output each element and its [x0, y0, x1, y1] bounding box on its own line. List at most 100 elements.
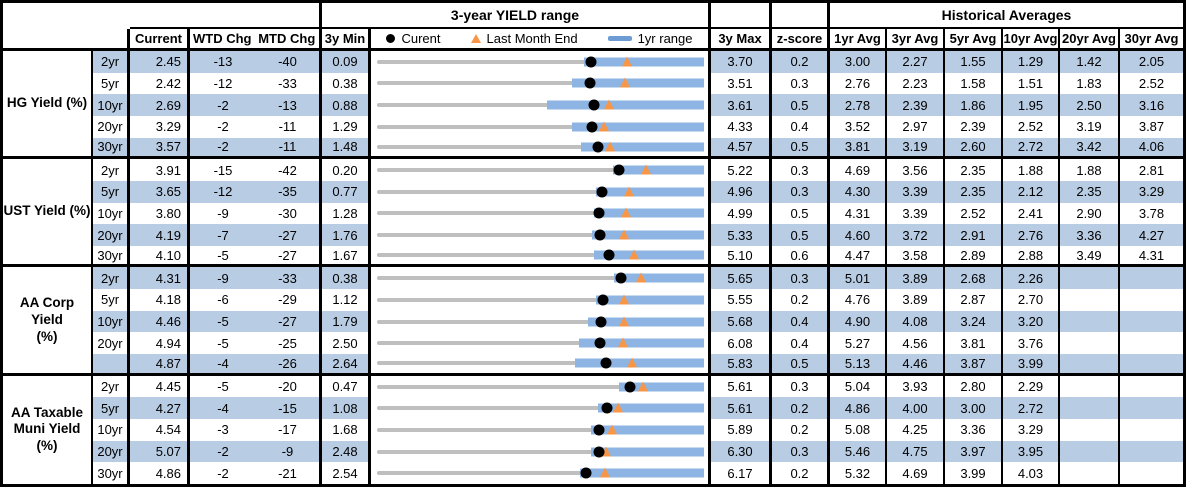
cell-avg-20yr-avg: 3.36: [1060, 224, 1120, 246]
cell-avg-1yr-avg: 3.00: [830, 51, 887, 73]
cell-avg-5yr-avg: 2.91: [945, 224, 1003, 246]
cell-wtd-chg: -5: [190, 310, 256, 333]
last-month-end-triangle-icon: [470, 34, 481, 43]
yield-range-chart: [371, 397, 711, 420]
cell-avg-3yr-avg: 2.23: [887, 72, 945, 95]
cell-avg-3yr-avg: 4.56: [887, 332, 945, 355]
cell-avg-20yr-avg: 2.35: [1060, 180, 1120, 203]
range-3y-line: [377, 59, 704, 64]
range-3y-line: [377, 427, 704, 432]
cell-z-score: 0.2: [772, 397, 830, 420]
current-marker: [580, 467, 592, 479]
cell-avg-20yr-avg: [1060, 354, 1120, 376]
cell-3y-max: 5.55: [711, 289, 772, 311]
cell-3y-max: 4.57: [711, 137, 772, 160]
cell-avg-20yr-avg: [1060, 289, 1120, 311]
last-month-end-marker: [624, 186, 635, 197]
range-1yr-bar: [572, 78, 704, 88]
header-wtd-mtd: WTD Chg MTD Chg: [190, 29, 322, 51]
cell-avg-3yr-avg: 4.08: [887, 310, 945, 333]
last-month-end-marker: [629, 249, 640, 260]
cell-avg-30yr-avg: 3.16: [1120, 94, 1183, 116]
cell-wtd-chg: -6: [190, 289, 256, 311]
cell-avg-5yr-avg: 3.97: [945, 440, 1003, 463]
cell-avg-5yr-avg: 2.80: [945, 375, 1003, 398]
cell-avg-5yr-avg: 1.86: [945, 94, 1003, 116]
cell-current: 4.87: [130, 354, 190, 376]
group-label: UST Yield (%): [3, 159, 93, 268]
cell-avg-10yr-avg: 1.51: [1003, 72, 1060, 95]
cell-avg-3yr-avg: 3.39: [887, 202, 945, 225]
cell-z-score: 0.3: [772, 440, 830, 463]
range-1yr-bar: [591, 425, 704, 435]
cell-avg-30yr-avg: [1120, 332, 1183, 355]
cell-avg-3yr-avg: 3.89: [887, 289, 945, 311]
cell-3y-max: 3.51: [711, 72, 772, 95]
cell-avg-5yr-avg: 3.00: [945, 397, 1003, 420]
cell-wtd-chg: -2: [190, 115, 256, 138]
cell-z-score: 0.5: [772, 224, 830, 246]
cell-avg-10yr-avg: 2.26: [1003, 267, 1060, 290]
last-month-end-marker: [607, 424, 618, 435]
cell-3y-min: 0.77: [322, 180, 371, 203]
legend-1yr-range-label: 1yr range: [637, 31, 693, 46]
cell-3y-min: 0.88: [322, 94, 371, 116]
cell-wtd-chg: -9: [190, 267, 256, 290]
yield-range-chart: [371, 72, 711, 95]
cell-3y-max: 5.61: [711, 397, 772, 420]
cell-avg-20yr-avg: 1.42: [1060, 51, 1120, 73]
cell-wtd-chg: -5: [190, 245, 256, 268]
range-1yr-bar: [574, 358, 704, 368]
header-3y-max: 3y Max: [711, 29, 772, 51]
cell-avg-10yr-avg: 2.76: [1003, 224, 1060, 246]
range-1yr-bar: [595, 187, 704, 197]
cell-z-score: 0.6: [772, 245, 830, 268]
cell-avg-3yr-avg: 2.97: [887, 115, 945, 138]
range-1yr-bar: [579, 468, 704, 478]
cell-avg-5yr-avg: 1.58: [945, 72, 1003, 95]
cell-avg-5yr-avg: 2.68: [945, 267, 1003, 290]
cell-current: 4.54: [130, 419, 190, 441]
historical-averages-title: Historical Averages: [830, 3, 1183, 29]
range-1yr-bar: [594, 250, 704, 260]
cell-avg-3yr-avg: 4.00: [887, 397, 945, 420]
cell-3y-min: 2.54: [322, 462, 371, 484]
range-3y-line: [377, 361, 704, 366]
range-3y-line: [377, 471, 704, 476]
cell-tenor: 20yr: [93, 440, 130, 463]
cell-3y-max: 5.83: [711, 354, 772, 376]
cell-tenor: 10yr: [93, 202, 130, 225]
header-current: Current: [130, 29, 190, 51]
range-1yr-bar: [597, 403, 704, 413]
cell-mtd-chg: -33: [256, 72, 322, 95]
current-marker: [615, 272, 627, 284]
cell-current: 5.07: [130, 440, 190, 463]
cell-3y-max: 5.10: [711, 245, 772, 268]
legend-current-label: Curent: [401, 31, 441, 46]
header-20yr-avg: 20yr Avg: [1060, 29, 1120, 51]
cell-avg-30yr-avg: [1120, 375, 1183, 398]
last-month-end-marker: [599, 467, 610, 478]
cell-mtd-chg: -17: [256, 419, 322, 441]
cell-avg-1yr-avg: 3.81: [830, 137, 887, 160]
cell-avg-5yr-avg: 2.87: [945, 289, 1003, 311]
current-marker: [594, 337, 606, 349]
cell-current: 4.86: [130, 462, 190, 484]
cell-mtd-chg: -29: [256, 289, 322, 311]
cell-avg-1yr-avg: 2.76: [830, 72, 887, 95]
header-blank-above-3ymax: [711, 3, 772, 29]
cell-3y-min: 1.29: [322, 115, 371, 138]
cell-wtd-chg: -12: [190, 180, 256, 203]
cell-z-score: 0.4: [772, 332, 830, 355]
last-month-end-marker: [619, 316, 630, 327]
cell-3y-min: 0.20: [322, 159, 371, 181]
last-month-end-marker: [619, 294, 630, 305]
cell-z-score: 0.3: [772, 267, 830, 290]
cell-avg-20yr-avg: [1060, 332, 1120, 355]
cell-current: 2.42: [130, 72, 190, 95]
yield-range-chart: [371, 202, 711, 225]
cell-avg-10yr-avg: 2.52: [1003, 115, 1060, 138]
cell-avg-10yr-avg: 2.88: [1003, 245, 1060, 268]
cell-avg-1yr-avg: 5.32: [830, 462, 887, 484]
